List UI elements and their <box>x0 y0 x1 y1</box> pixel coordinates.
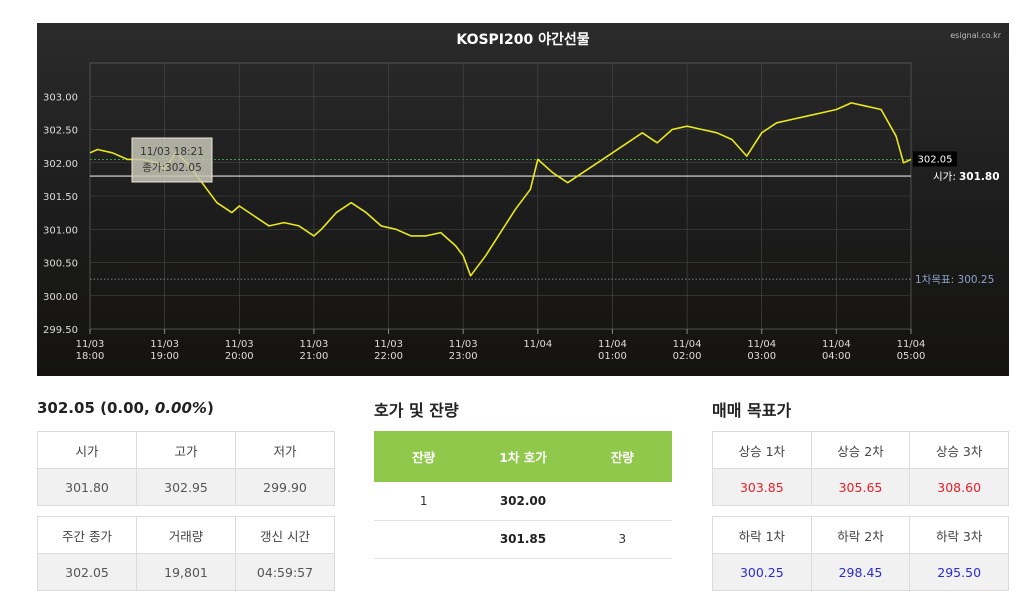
orderbook-title: 호가 및 잔량 <box>374 401 459 420</box>
header-open: 시가 <box>37 431 137 469</box>
up-target-2-value: 305.65 <box>810 468 911 506</box>
open-value: 301.80 <box>959 171 1000 183</box>
down-target-1-header: 하락 1차 <box>712 516 812 554</box>
orderbook-price: 301.85 <box>473 520 573 559</box>
x-tick-label: 11/04 <box>673 339 702 350</box>
tooltip-value: 종가:302.05 <box>142 162 202 174</box>
target-line-label: 1차목표: 300.25 <box>915 274 994 286</box>
x-tick-label: 11/04 <box>897 339 926 350</box>
y-tick-label: 301.50 <box>43 192 78 203</box>
y-tick-label: 302.50 <box>43 126 78 137</box>
value-high: 302.95 <box>136 468 236 506</box>
down-target-2-value: 298.45 <box>810 553 911 591</box>
x-tick-label: 11/04 <box>598 339 627 350</box>
change-open: (0.00, <box>94 399 155 417</box>
down-target-3-value: 295.50 <box>909 553 1009 591</box>
up-target-1-value: 303.85 <box>712 468 812 506</box>
orderbook-header-price: 1차 호가 <box>473 431 573 482</box>
down-target-2-header: 하락 2차 <box>810 516 911 554</box>
x-tick-label: 11/04 <box>523 339 552 350</box>
header-high: 고가 <box>136 431 236 469</box>
value-day-close: 302.05 <box>37 553 137 591</box>
orderbook-table: 잔량 1차 호가 잔량 1 302.00 301.85 3 <box>374 431 672 559</box>
up-targets-table: 상승 1차 상승 2차 상승 3차 303.85 305.65 308.60 <box>712 431 1009 506</box>
quote-table-1: 시가 고가 저가 301.80 302.95 299.90 <box>37 431 335 506</box>
up-target-2-header: 상승 2차 <box>810 431 911 469</box>
y-tick-label: 299.50 <box>43 325 78 336</box>
x-tick-label: 11/03 <box>76 339 105 350</box>
current-price: 302.05 <box>37 399 95 417</box>
chart-watermark: esignal.co.kr <box>950 31 1001 40</box>
down-target-1-value: 300.25 <box>712 553 812 591</box>
price-series-line <box>89 102 912 277</box>
header-day-close: 주간 종가 <box>37 516 137 554</box>
x-tick-label: 20:00 <box>225 351 254 362</box>
x-tick-label: 19:00 <box>150 351 179 362</box>
y-tick-label: 300.50 <box>43 259 78 270</box>
change-close: ) <box>206 399 214 417</box>
tooltip-box <box>131 137 213 183</box>
x-tick-label: 04:00 <box>822 351 851 362</box>
x-tick-label: 18:00 <box>76 351 105 362</box>
last-price-label: 302.05 <box>918 154 953 165</box>
tooltip-time: 11/03 18:21 <box>140 146 204 158</box>
orderbook-right-qty <box>572 482 672 521</box>
orderbook-price: 302.00 <box>473 482 573 521</box>
quote-table-2: 주간 종가 거래량 갱신 시간 302.05 19,801 04:59:57 <box>37 516 335 591</box>
x-tick-label: 11/03 <box>150 339 179 350</box>
change-percent: 0.00% <box>154 399 207 417</box>
y-tick-label: 300.00 <box>43 292 78 303</box>
x-tick-label: 11/03 <box>449 339 478 350</box>
x-tick-label: 11/03 <box>299 339 328 350</box>
y-tick-label: 302.00 <box>43 159 78 170</box>
y-tick-label: 301.00 <box>43 225 78 236</box>
x-tick-label: 11/03 <box>374 339 403 350</box>
x-tick-label: 11/03 <box>225 339 254 350</box>
orderbook-right-qty: 3 <box>572 520 672 559</box>
up-target-1-header: 상승 1차 <box>712 431 812 469</box>
last-price-badge <box>913 151 957 167</box>
header-low: 저가 <box>235 431 335 469</box>
orderbook-header-right-qty: 잔량 <box>572 431 672 482</box>
x-tick-label: 11/04 <box>747 339 776 350</box>
down-target-3-header: 하락 3차 <box>909 516 1009 554</box>
x-tick-label: 23:00 <box>449 351 478 362</box>
value-volume: 19,801 <box>136 553 236 591</box>
x-tick-label: 22:00 <box>374 351 403 362</box>
value-low: 299.90 <box>235 468 335 506</box>
x-tick-label: 05:00 <box>897 351 926 362</box>
chart-title: KOSPI200 야간선물 <box>456 31 589 48</box>
y-tick-label: 303.00 <box>43 92 78 103</box>
up-target-3-value: 308.60 <box>909 468 1009 506</box>
open-label: 시가: <box>933 171 956 183</box>
orderbook-left-qty <box>374 520 474 559</box>
x-tick-label: 21:00 <box>299 351 328 362</box>
up-target-3-header: 상승 3차 <box>909 431 1009 469</box>
x-tick-label: 11/04 <box>822 339 851 350</box>
price-chart: KOSPI200 야간선물 esignal.co.kr 303.00 302.50 30… <box>43 31 1002 362</box>
value-open: 301.80 <box>37 468 137 506</box>
x-tick-label: 01:00 <box>598 351 627 362</box>
targets-title: 매매 목표가 <box>712 401 792 420</box>
orderbook-left-qty: 1 <box>374 482 474 521</box>
value-update-time: 04:59:57 <box>235 553 335 591</box>
orderbook-header-left-qty: 잔량 <box>374 431 474 482</box>
down-targets-table: 하락 1차 하락 2차 하락 3차 300.25 298.45 295.50 <box>712 516 1009 591</box>
orderbook-row: 1 302.00 <box>374 482 672 521</box>
price-summary: 302.05 (0.00, 0.00%) <box>37 399 214 417</box>
orderbook-row: 301.85 3 <box>374 520 672 559</box>
header-update-time: 갱신 시간 <box>235 516 335 554</box>
chart-panel: KOSPI200 야간선물 esignal.co.kr 303.00 302.50 30… <box>37 23 1009 376</box>
x-tick-label: 03:00 <box>747 351 776 362</box>
header-volume: 거래량 <box>136 516 236 554</box>
x-tick-label: 02:00 <box>673 351 702 362</box>
